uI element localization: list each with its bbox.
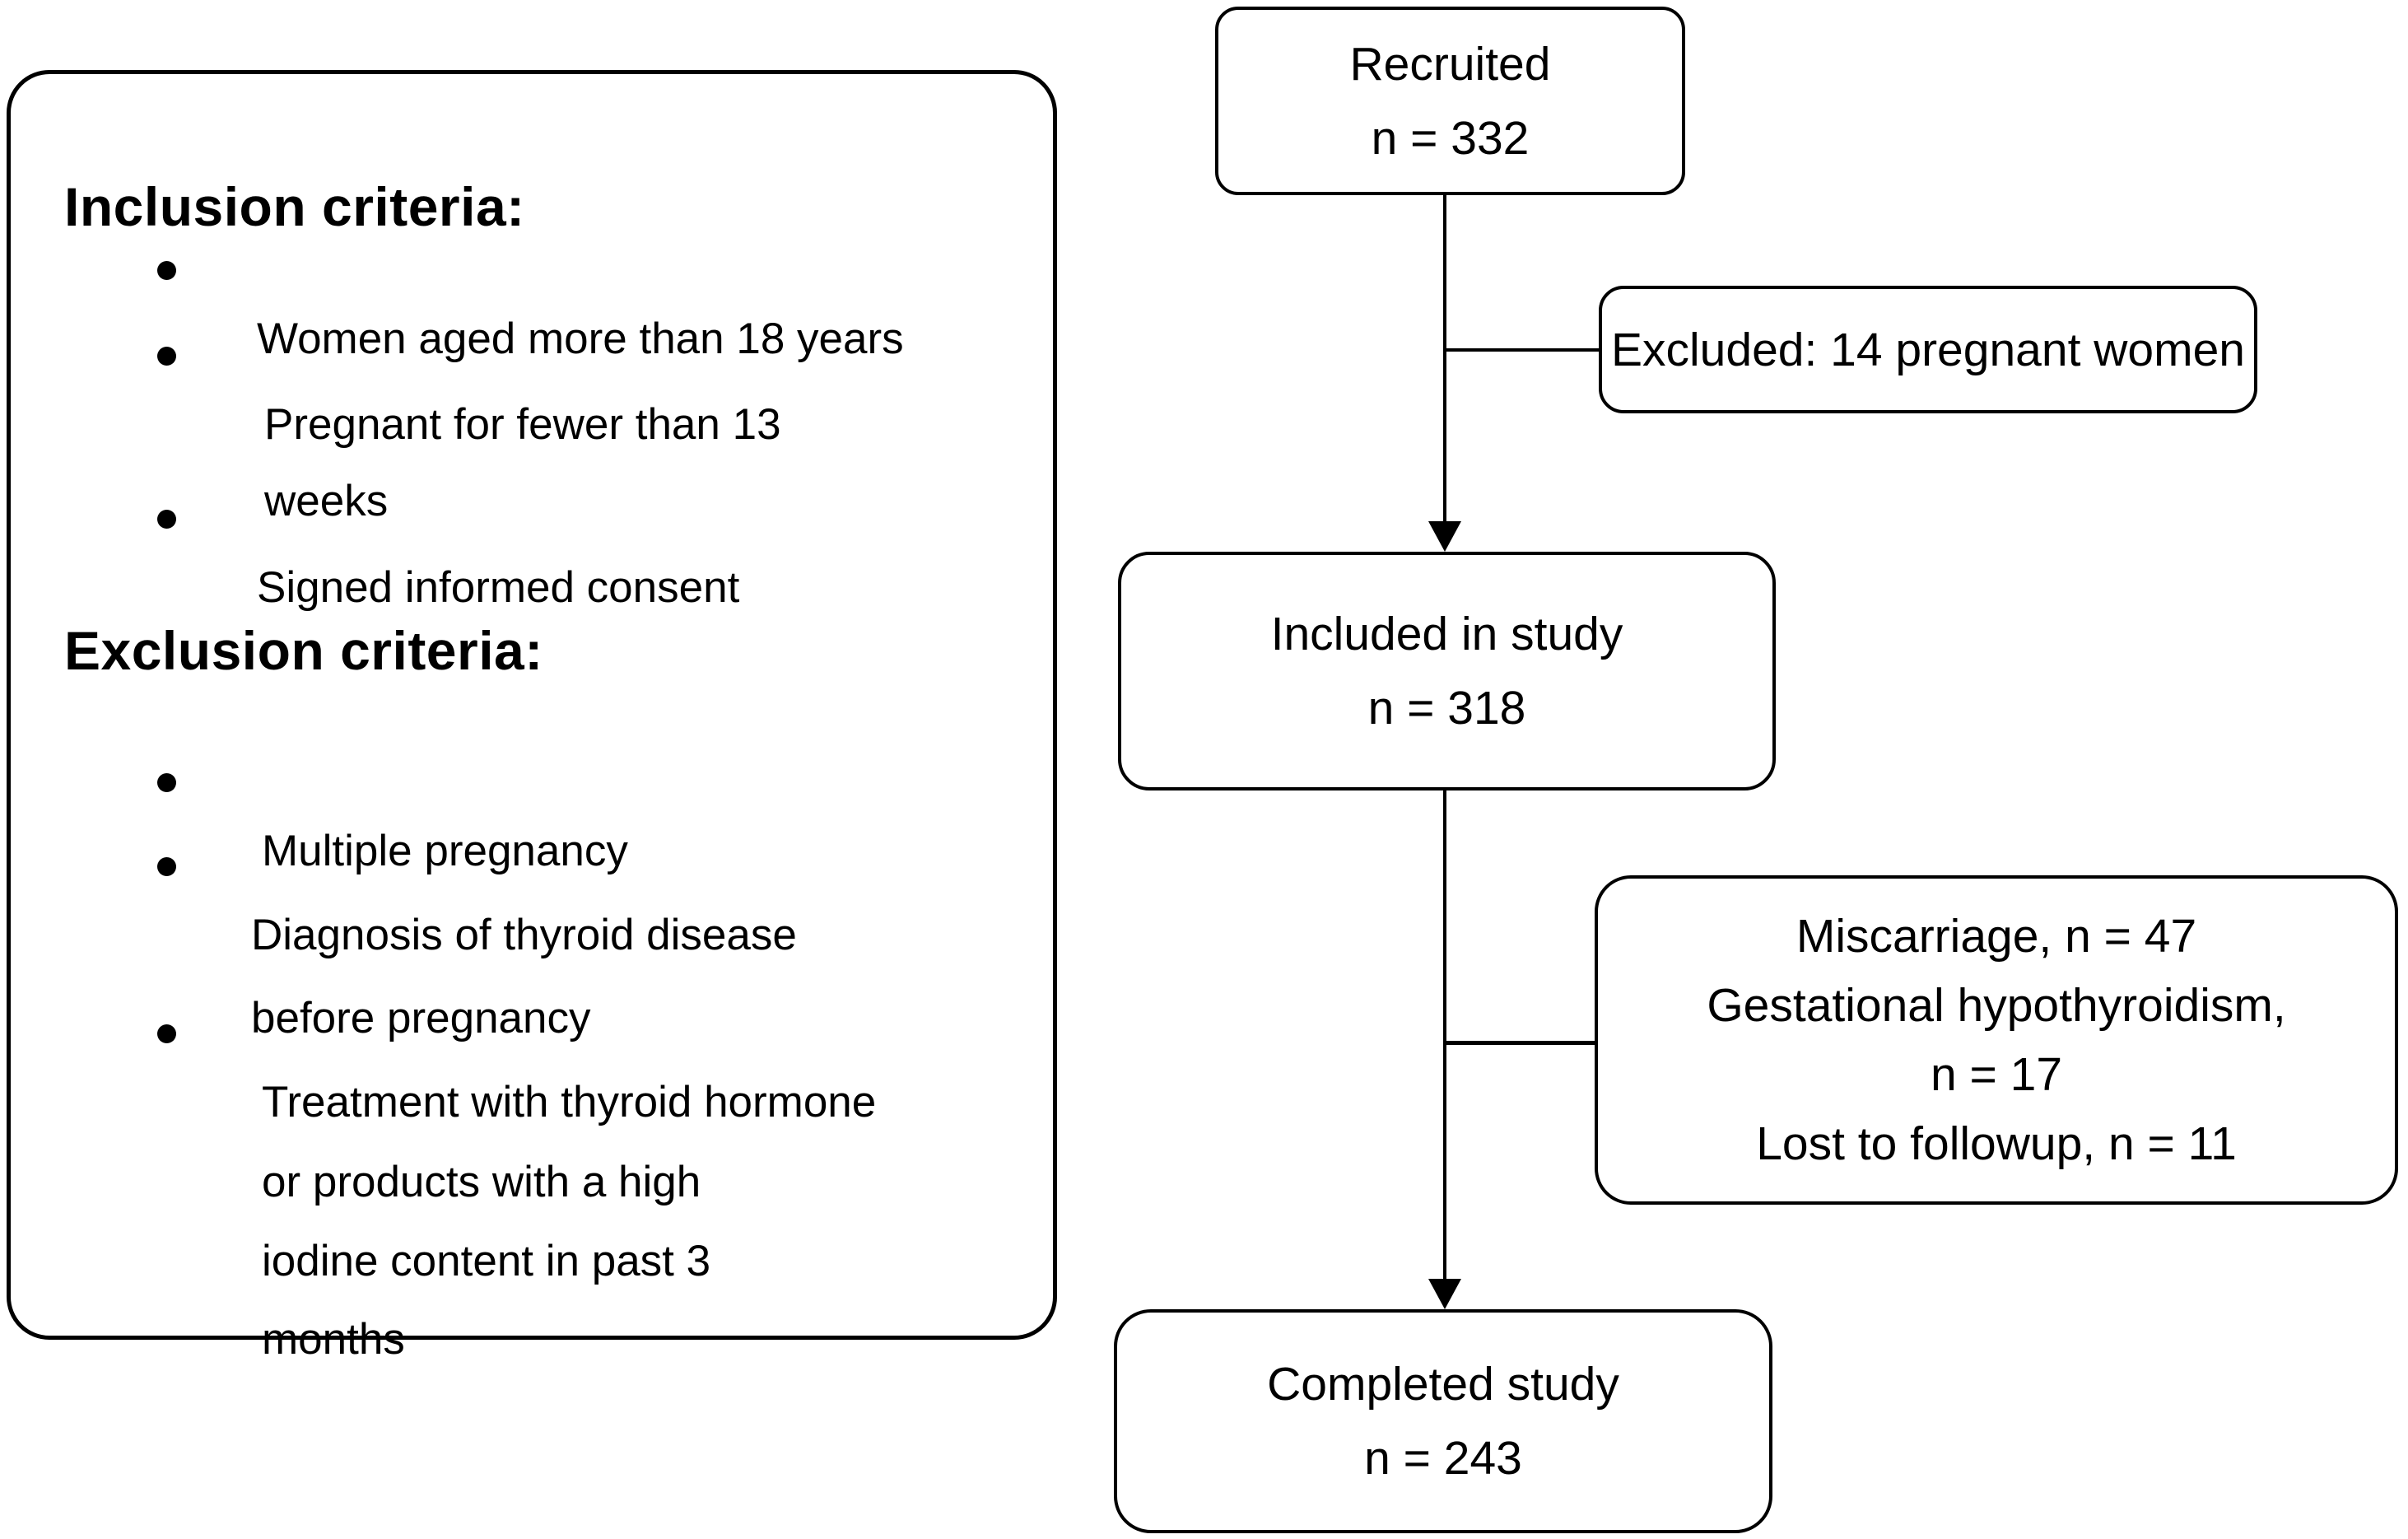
inclusion-item-continued: weeks: [264, 477, 389, 525]
arrowhead-icon: [1428, 521, 1461, 552]
inclusion-item: Women aged more than 18 years: [257, 315, 904, 363]
inclusion-criteria-heading: Inclusion criteria:: [64, 176, 525, 237]
flow-box-included: Included in study n = 318: [1118, 552, 1776, 790]
recruited-count: n = 332: [1371, 111, 1530, 165]
exclusion-item-continued: or products with a high: [262, 1158, 701, 1206]
excluded-label: Excluded: 14 pregnant women: [1610, 323, 2245, 376]
exclusion-item-continued: iodine content in past 3: [262, 1237, 711, 1285]
bullet-icon: [157, 347, 176, 366]
connector-recruited-to-included: [1443, 195, 1446, 525]
connector-to-dropout: [1445, 1041, 1596, 1045]
exclusion-criteria-heading: Exclusion criteria:: [64, 620, 543, 681]
flow-box-completed: Completed study n = 243: [1114, 1309, 1772, 1533]
completed-count: n = 243: [1364, 1432, 1522, 1485]
dropout-hypothyroidism: Gestational hypothyroidism,: [1707, 979, 2286, 1032]
bullet-icon: [157, 510, 176, 529]
criteria-panel: Inclusion criteria: Women aged more than…: [7, 70, 1057, 1361]
dropout-lost-followup: Lost to followup, n = 11: [1756, 1117, 2237, 1170]
arrowhead-icon: [1428, 1279, 1461, 1309]
exclusion-item-continued: months: [262, 1315, 405, 1364]
exclusion-item-continued: before pregnancy: [251, 994, 591, 1042]
exclusion-item: Multiple pregnancy: [262, 827, 628, 875]
completed-label: Completed study: [1267, 1358, 1619, 1411]
connector-included-to-completed: [1443, 790, 1446, 1281]
exclusion-item: Treatment with thyroid hormone: [262, 1078, 877, 1126]
dropout-hypothyroidism-count: n = 17: [1930, 1048, 2063, 1101]
bullet-icon: [157, 261, 176, 280]
flow-box-excluded: Excluded: 14 pregnant women: [1599, 286, 2257, 413]
recruited-label: Recruited: [1349, 37, 1551, 91]
connector-to-excluded: [1445, 348, 1600, 352]
bullet-icon: [157, 1024, 176, 1043]
dropout-miscarriage: Miscarriage, n = 47: [1796, 910, 2197, 963]
inclusion-item: Pregnant for fewer than 13: [264, 400, 781, 449]
included-label: Included in study: [1270, 608, 1623, 660]
bullet-icon: [157, 857, 176, 876]
flow-box-recruited: Recruited n = 332: [1215, 7, 1685, 195]
exclusion-item: Diagnosis of thyroid disease: [251, 911, 797, 959]
inclusion-item: Signed informed consent: [257, 563, 740, 612]
included-count: n = 318: [1367, 682, 1526, 735]
bullet-icon: [157, 773, 176, 792]
flow-box-dropout: Miscarriage, n = 47 Gestational hypothyr…: [1595, 875, 2398, 1205]
